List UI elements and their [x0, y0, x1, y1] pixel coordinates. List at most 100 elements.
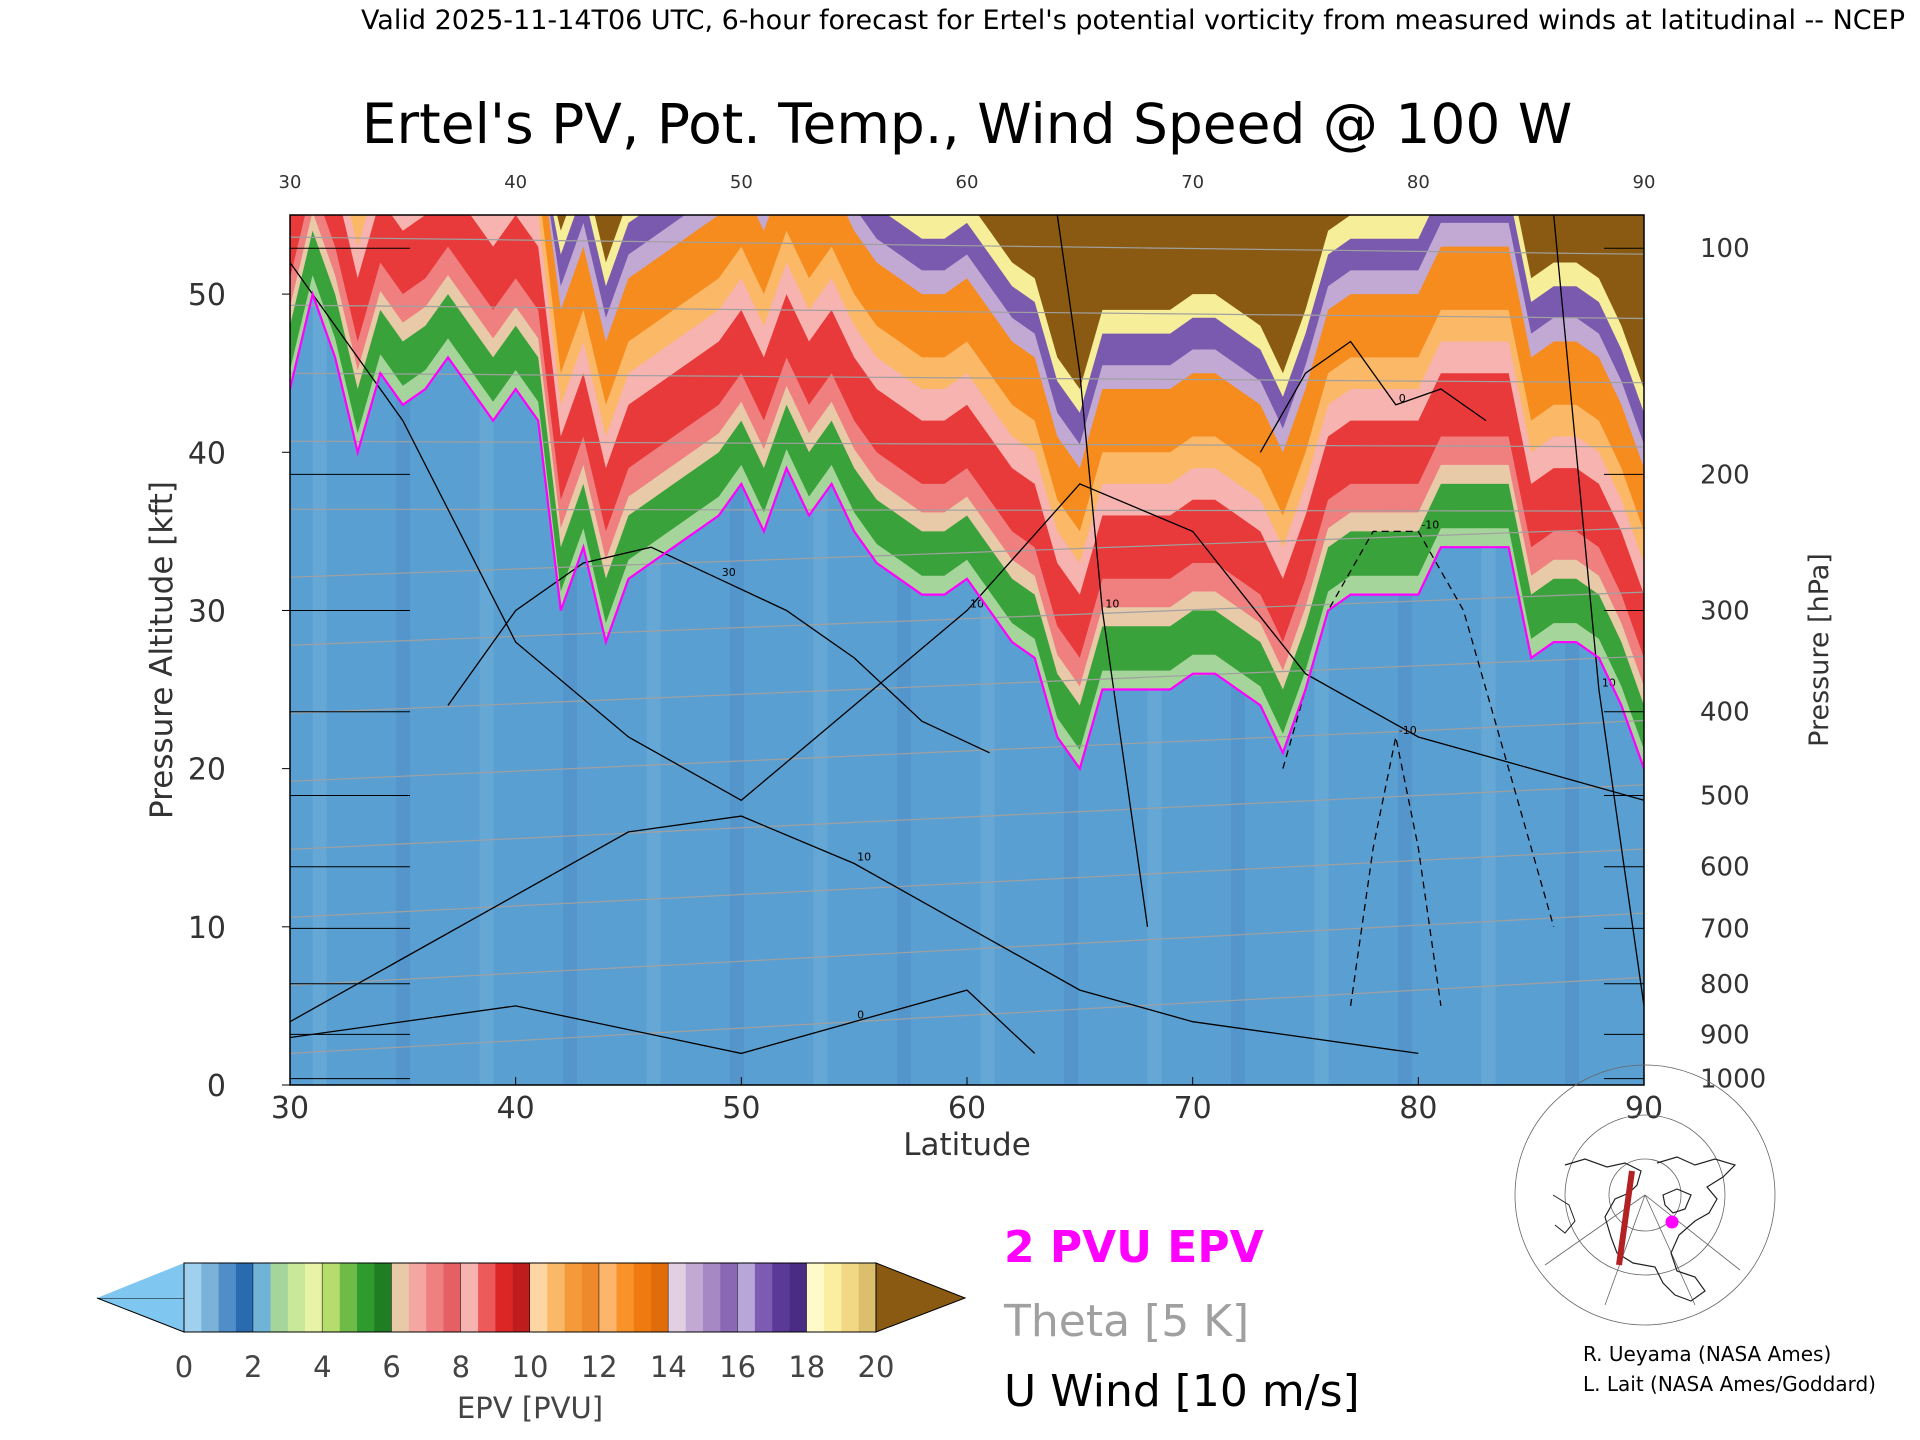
x-top-tick-label: 30 [279, 172, 302, 193]
theta-contours [290, 236, 1644, 1054]
legend-theta: Theta [5 K] [1003, 1296, 1249, 1347]
colorbar-tick-labels: 0 2 4 6 8 10 12 14 16 18 20 [175, 1350, 895, 1384]
u-wind-negative-label: -10 [1421, 518, 1439, 531]
y-axis-right-label: Pressure [hPa] [1804, 553, 1835, 747]
theta-contour [290, 784, 1644, 850]
y-axis-label: Pressure Altitude [kft] [144, 481, 180, 819]
colorbar-swatch [564, 1263, 583, 1332]
pressure-tick-label: 800 [1700, 970, 1750, 1000]
colorbar-tick-label: 18 [788, 1350, 825, 1384]
colorbar-swatch [720, 1263, 739, 1332]
pressure-tick-label: 500 [1700, 782, 1750, 812]
pv-low-streak [396, 215, 411, 1085]
colorbar: 0 2 4 6 8 10 12 14 16 18 20 EPV [PVU] [96, 1262, 967, 1425]
colorbar-tick-label: 8 [452, 1350, 470, 1384]
map-meridian [1644, 1194, 1741, 1271]
colorbar-tick-label: 16 [719, 1350, 756, 1384]
colorbar-swatch [305, 1263, 323, 1332]
pv-color-layers [290, 215, 1644, 1085]
pressure-tick-label: 700 [1700, 914, 1750, 944]
locator-map [1514, 1064, 1776, 1326]
colorbar-swatch [772, 1263, 791, 1332]
u-wind-contour [1259, 340, 1487, 453]
x-tick-label: 40 [497, 1091, 535, 1126]
y-axis-ticks: 0 10 20 30 40 50 [188, 278, 290, 1104]
colorbar-swatch [512, 1263, 531, 1332]
u-wind-contour [290, 262, 1644, 802]
pressure-tick-label: 100 [1700, 234, 1750, 264]
colorbar-swatch [270, 1263, 289, 1332]
colorbar-swatch [530, 1263, 548, 1332]
u-wind-contour [1056, 215, 1149, 927]
x-top-tick-label: 70 [1181, 172, 1204, 193]
x-axis-top-ticks: 30 40 50 60 70 80 90 [279, 172, 1656, 193]
x-tick-label: 30 [271, 1091, 309, 1126]
colorbar-swatch [357, 1263, 375, 1332]
u-wind-contour-label: 0 [857, 1009, 864, 1022]
u-wind-contour-label: 0 [1399, 392, 1406, 405]
colorbar-swatch [339, 1263, 358, 1332]
pressure-level-rules [290, 247, 1644, 1080]
pressure-tick-label: 600 [1700, 853, 1750, 883]
x-top-tick-label: 80 [1407, 172, 1430, 193]
u-wind-contour-label: 10 [970, 597, 984, 610]
pv2-boundary-line [290, 290, 1644, 772]
colorbar-swatch [685, 1263, 704, 1332]
u-wind-contour [447, 546, 990, 754]
colorbar-swatch [235, 1263, 254, 1332]
colorbar-swatch [858, 1263, 877, 1332]
pv-low-streak [479, 215, 494, 1085]
legend-pv2: 2 PVU EPV [1004, 1222, 1264, 1273]
u-wind-contour-label: 30 [722, 566, 736, 579]
colorbar-high-extension [875, 1262, 967, 1333]
colorbar-swatch [460, 1263, 479, 1332]
y-tick-label: 30 [188, 594, 226, 629]
theta-contour [290, 719, 1644, 782]
y-tick-label: 10 [188, 911, 226, 946]
colorbar-swatch [426, 1263, 445, 1332]
colorbar-swatch [287, 1263, 306, 1332]
y-tick-label: 50 [188, 278, 226, 313]
credit-line-1: R. Ueyama (NASA Ames) [1583, 1342, 1831, 1366]
pv-band [557, 215, 1644, 389]
theta-contour [290, 976, 1644, 1054]
u-wind-contour [1553, 215, 1644, 1006]
colorbar-swatch [841, 1263, 860, 1332]
colorbar-swatch [374, 1263, 393, 1332]
y-tick-label: 0 [207, 1069, 226, 1104]
colorbar-swatch [495, 1263, 514, 1332]
map-coastline [1662, 1188, 1692, 1214]
valid-header: Valid 2025-11-14T06 UTC, 6-hour forecast… [361, 5, 1905, 36]
colorbar-tick-label: 2 [244, 1350, 262, 1384]
theta-contour [290, 912, 1644, 986]
map-coastline [1564, 1156, 1737, 1302]
pressure-tick-label: 400 [1700, 698, 1750, 728]
colorbar-swatch [391, 1263, 410, 1332]
colorbar-swatch [478, 1263, 496, 1332]
x-tick-label: 60 [948, 1091, 986, 1126]
colorbar-swatch [443, 1263, 462, 1332]
u-wind-contour [290, 989, 1036, 1055]
colorbar-swatch [599, 1263, 618, 1332]
colorbar-swatch [218, 1263, 237, 1332]
location-dot [1665, 1215, 1679, 1229]
theta-contour [290, 304, 1644, 320]
x-axis-ticks: 30 40 50 60 70 80 90 [271, 1077, 1663, 1126]
colorbar-low-extension [96, 1297, 185, 1333]
colorbar-tick-label: 12 [581, 1350, 618, 1384]
u-wind-contour-label: 10 [1105, 597, 1119, 610]
map-latitude-ring [1514, 1064, 1776, 1326]
map-meridian [1644, 1194, 1696, 1306]
colorbar-swatch [322, 1263, 341, 1332]
theta-contour [290, 372, 1644, 384]
colorbar-tick-label: 0 [175, 1350, 193, 1384]
colorbar-tick-label: 10 [512, 1350, 549, 1384]
colorbar-swatch [651, 1263, 669, 1332]
colorbar-swatch [581, 1263, 600, 1332]
colorbar-swatch [201, 1263, 220, 1332]
colorbar-swatch [547, 1263, 566, 1332]
pressure-tick-label: 300 [1700, 596, 1750, 626]
u-wind-negative-label: -10 [1399, 724, 1417, 737]
colorbar-tick-label: 20 [858, 1350, 895, 1384]
